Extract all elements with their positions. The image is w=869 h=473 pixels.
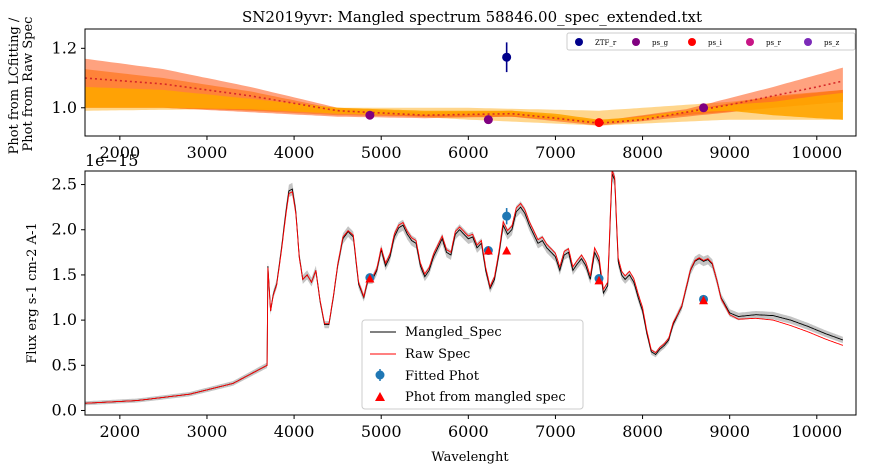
ratio-legend-swatch <box>632 38 640 46</box>
ratio-x-tick-label: 2000 <box>99 143 140 162</box>
ratio-point <box>502 52 512 62</box>
ratio-legend-label: ps_i <box>708 39 723 47</box>
ratio-curve <box>84 77 842 124</box>
spectrum-points <box>365 208 709 305</box>
spectrum-y-tick-label: 2.5 <box>52 175 77 194</box>
legend-mangled-label: Mangled_Spec <box>405 325 502 340</box>
ratio-point <box>483 115 493 125</box>
spectrum-y-tick-label: 0.0 <box>52 400 77 419</box>
ratio-legend: ZTF_r ps_g ps_i ps_r ps_z <box>566 32 856 51</box>
legend-fitted-swatch <box>375 369 385 381</box>
spectrum-plot-area <box>84 170 857 416</box>
ratio-x-tick-label: 5000 <box>361 143 402 162</box>
ratio-legend-label: ps_z <box>824 39 840 47</box>
spectrum-x-tick-label: 3000 <box>187 422 228 441</box>
spectrum-y-axis-label: Flux erg s-1 cm-2 A-1 <box>25 222 40 363</box>
offset-label: 1e−15 <box>85 151 138 170</box>
ratio-x-tick-label: 6000 <box>448 143 489 162</box>
spectrum-y-tick-label: 1.0 <box>52 310 77 329</box>
spectrum-x-tick-label: 8000 <box>622 422 663 441</box>
ratio-legend-label: ps_g <box>652 39 669 47</box>
ratio-x-ticks: 2000 3000 4000 5000 6000 7000 8000 9000 10000 <box>99 136 842 162</box>
ratio-y-ticks: 1.0 1.2 <box>52 38 85 117</box>
ratio-uncertainty-bands <box>85 58 843 126</box>
spectrum-x-tick-label: 9000 <box>709 422 750 441</box>
spectrum-legend-box <box>361 319 584 410</box>
spectrum-x-axis-label: Wavelenght <box>431 450 509 465</box>
spectrum-y-tick-label: 2.0 <box>52 220 77 239</box>
ratio-legend-swatch <box>688 38 696 46</box>
spectrum-x-ticks: 2000 3000 4000 5000 6000 7000 8000 9000 10000 <box>99 415 842 441</box>
mangled-phot-point <box>365 274 375 283</box>
ratio-chart-title: SN2019yvr: Mangled spectrum 58846.00_spe… <box>242 8 702 26</box>
ratio-legend-swatch <box>746 38 754 46</box>
ratio-band-3 <box>85 87 843 125</box>
spectrum-x-tick-label: 5000 <box>361 422 402 441</box>
legend-fitted-label: Fitted Phot <box>405 369 480 384</box>
ratio-point <box>594 118 604 128</box>
spectrum-x-tick-label: 6000 <box>448 422 489 441</box>
spectrum-x-tick-label: 2000 <box>99 422 140 441</box>
raw-spec-line <box>85 171 844 404</box>
spectrum-x-tick-label: 10000 <box>791 422 842 441</box>
spectrum-axes-frame <box>84 170 857 416</box>
ratio-y-axis-label-line1: Phot from LCfitting / <box>7 17 22 154</box>
spectrum-y-tick-label: 0.5 <box>52 355 77 374</box>
legend-mangled-phot-swatch <box>375 392 385 401</box>
ratio-point <box>365 110 375 120</box>
ratio-x-tick-label: 3000 <box>187 143 228 162</box>
spectrum-y-ticks: 0.0 0.5 1.0 1.5 2.0 2.5 <box>52 175 85 419</box>
ratio-y-axis-label: Phot from LCfitting / Phot from Raw Spec <box>7 14 36 155</box>
ratio-plot-area <box>84 28 857 137</box>
mangled-phot-point <box>502 246 512 255</box>
ratio-point <box>699 103 709 113</box>
mangled-phot-point <box>483 246 493 255</box>
ratio-panel: SN2019yvr: Mangled spectrum 58846.00_spe… <box>7 8 857 162</box>
legend-mangled-phot-label: Phot from mangled spec <box>405 390 566 405</box>
ratio-x-tick-label: 8000 <box>622 143 663 162</box>
legend-raw-label: Raw Spec <box>405 347 470 362</box>
spectrum-x-tick-label: 4000 <box>274 422 315 441</box>
mangled-phot-point <box>699 295 709 305</box>
spectrum-x-tick-label: 7000 <box>535 422 576 441</box>
ratio-legend-label: ps_r <box>766 39 782 47</box>
ratio-legend-box <box>566 32 856 51</box>
ratio-legend-label: ZTF_r <box>595 39 617 47</box>
fitted-phot-point <box>502 211 512 221</box>
ratio-y-axis-label-line2: Phot from Raw Spec <box>21 17 36 152</box>
spectrum-legend: Mangled_Spec Raw Spec Fitted Phot Phot f… <box>361 319 584 410</box>
ratio-y-tick-label: 1.2 <box>52 38 77 57</box>
spectrum-y-tick-label: 1.5 <box>52 265 77 284</box>
ratio-x-tick-label: 7000 <box>535 143 576 162</box>
ratio-x-tick-label: 10000 <box>791 143 842 162</box>
ratio-x-tick-label: 4000 <box>274 143 315 162</box>
ratio-legend-swatch <box>804 38 812 46</box>
mangled-phot-point <box>594 275 604 285</box>
ratio-x-tick-label: 9000 <box>709 143 750 162</box>
spectrum-panel: 1e−15 2000 3000 4000 5000 6000 7000 8000 9000 10… <box>25 151 857 465</box>
ratio-legend-swatch <box>575 38 583 46</box>
ratio-y-tick-label: 1.0 <box>52 98 77 117</box>
ratio-points <box>365 42 709 128</box>
ratio-axes-frame <box>84 28 857 137</box>
